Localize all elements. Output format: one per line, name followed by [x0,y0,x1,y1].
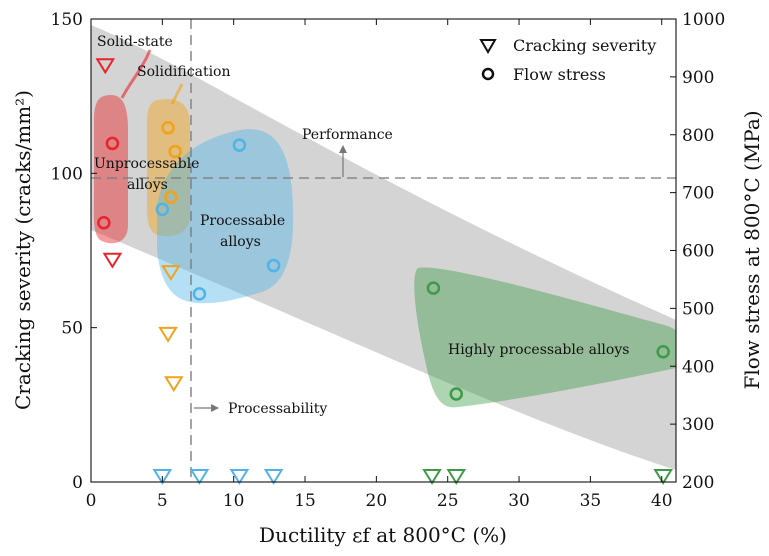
data-markers [95,58,673,485]
flow-stress-point [232,138,247,152]
y-left-tick-label: 50 [61,319,83,339]
cracking-severity-point [102,252,123,269]
y-left-tick-label: 0 [72,473,83,493]
flow-stress-point [105,136,120,151]
cracking-severity-point [422,469,442,485]
y-right-tick-label: 900 [682,68,714,88]
y-right-tick-label: 1000 [682,10,725,30]
y-left-tick-label: 150 [51,10,83,30]
processability-label: Processability [228,401,327,417]
y-right-tick-label: 800 [682,126,714,146]
flow-stress-point [97,215,111,230]
flow-stress-point [164,190,178,205]
y-right-tick-label: 500 [682,299,714,319]
flow-stress-point [426,281,441,295]
x-tick-label: 30 [508,491,530,511]
solidification-region [147,99,190,237]
legend-label-flow-stress: Flow stress [513,65,606,84]
solid-state-region [93,95,128,244]
performance-label: Performance [302,127,393,143]
cracking-severity-point [229,469,250,485]
x-tick-label: 20 [366,491,388,511]
x-tick-label: 15 [294,491,316,511]
solidification-label: Solidification [137,64,231,80]
unprocessable-label-line1: Unprocessable [94,156,199,172]
y-right-tick-label: 400 [682,357,714,377]
highly-processable-label: Highly processable alloys [448,342,629,358]
cracking-severity-point [653,469,673,485]
cracking-severity-point [163,376,184,393]
x-tick-label: 25 [437,491,459,511]
unprocessable-label-line2: alloys [127,177,168,193]
flow-stress-point [449,387,464,401]
cracking-severity-point [158,326,178,343]
flow-stress-point [266,258,281,273]
cracking-severity-point [446,469,467,485]
y-right-tick-label: 600 [682,242,714,262]
y-right-tick-label: 700 [682,184,714,204]
x-tick-label: 40 [651,491,673,511]
processability-arrow-head [211,404,219,412]
processable-label-line2: alloys [220,234,261,250]
flow-stress-point [192,287,207,301]
y-axis-left-label: Cracking severity (cracks/mm²) [11,90,35,410]
performance-arrow-head [339,145,347,153]
x-axis-label: Ductility εf at 800°C (%) [259,523,507,547]
x-tick-label: 0 [86,491,97,511]
y-right-tick-label: 300 [682,415,714,435]
y-right-tick-label: 200 [682,473,714,493]
x-tick-label: 10 [223,491,245,511]
x-tick-label: 35 [580,491,602,511]
flow-stress-point [656,345,670,359]
solid-state-leader [120,49,152,99]
y-axis-right-label: Flow stress at 800°C (MPa) [740,110,764,389]
cracking-severity-point [95,58,116,75]
trend-band [91,25,676,470]
flow-stress-point [155,202,170,217]
legend-circle-marker [481,67,495,81]
x-tick-label: 5 [157,491,168,511]
processable-label-line1: Processable [200,213,285,229]
flow-stress-point [168,144,182,159]
legend-label-cracking-severity: Cracking severity [513,36,656,55]
cracking-severity-point [152,469,173,485]
legend: Cracking severity Flow stress [479,36,656,84]
solid-state-label: Solid-state [97,34,173,50]
cracking-severity-point [189,469,210,485]
highly-processable-region [414,267,676,408]
solidification-leader [170,83,184,105]
legend-triangle-marker [479,39,497,54]
axis-ticks: 0 5 10 15 20 25 30 35 40050100150200300400500600… [51,10,726,511]
cracking-severity-point [263,469,284,485]
cracking-severity-point [161,265,181,282]
y-left-tick-label: 100 [51,164,83,184]
flow-stress-point [161,121,175,135]
